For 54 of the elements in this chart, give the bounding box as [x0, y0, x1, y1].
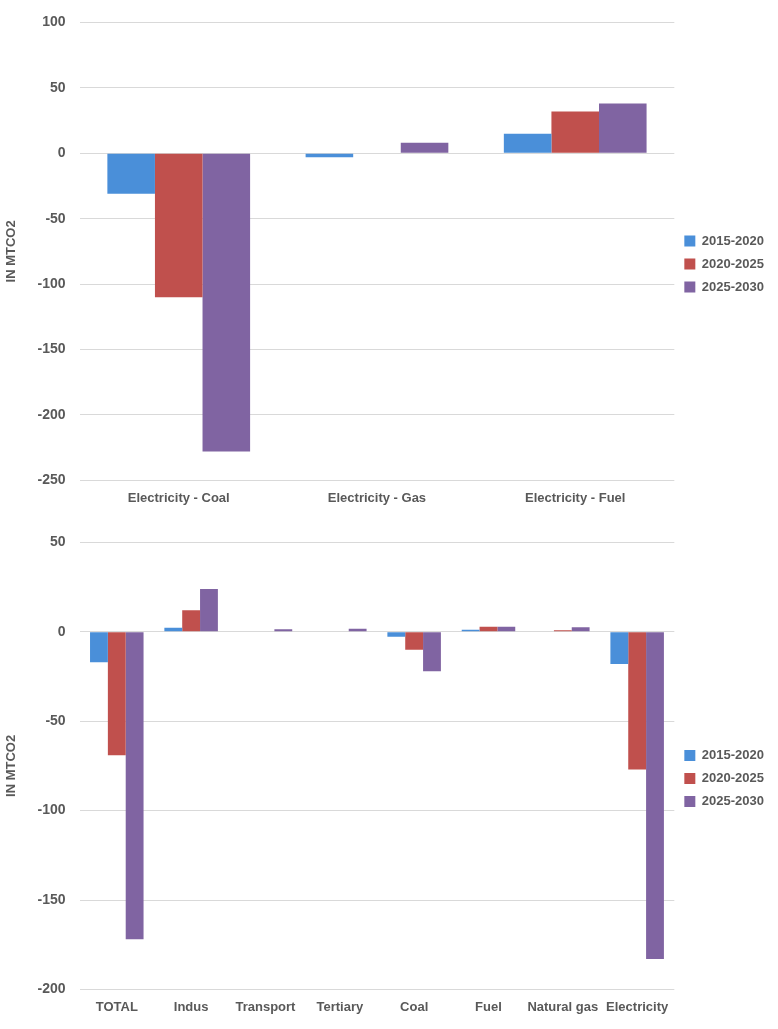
x-tick-label: Electricity - Fuel [525, 489, 626, 505]
x-tick-label: Transport [235, 998, 297, 1014]
bar [107, 153, 155, 194]
y-tick-label: -50 [45, 209, 66, 226]
y-axis-title: IN MTCO2 [3, 220, 19, 283]
x-tick-label: Natural gas [527, 998, 599, 1014]
legend-label: 2020-2025 [701, 255, 764, 271]
y-tick-label: -50 [45, 712, 66, 729]
y-tick-label: -150 [37, 340, 66, 357]
bar [202, 153, 251, 452]
y-tick-label: -100 [37, 274, 66, 291]
x-tick-label: Electricity [606, 998, 669, 1014]
x-tick-label: TOTAL [95, 998, 138, 1014]
bar [610, 632, 629, 664]
y-tick-label: -200 [37, 980, 66, 997]
y-tick-label: 0 [57, 144, 66, 161]
bar [182, 610, 201, 632]
bar [387, 632, 406, 637]
bar [551, 111, 599, 153]
bar [628, 632, 647, 770]
x-tick-label: Electricity - Gas [327, 489, 427, 505]
bar [405, 632, 424, 650]
legend-label: 2020-2025 [701, 770, 764, 786]
bar [503, 133, 552, 153]
bar [125, 632, 144, 940]
bar [90, 632, 108, 663]
y-tick-label: 50 [50, 78, 66, 95]
bar [200, 588, 218, 632]
y-tick-label: -100 [37, 801, 66, 818]
x-tick-label: Coal [400, 998, 429, 1014]
bar [154, 153, 203, 298]
y-tick-label: 0 [57, 622, 66, 639]
x-tick-label: Fuel [475, 998, 502, 1014]
x-tick-label: Electricity - Coal [127, 489, 230, 505]
legend-label: 2025-2030 [701, 278, 764, 294]
bar [423, 632, 441, 672]
bar [571, 627, 590, 632]
x-tick-label: Indus [173, 998, 209, 1014]
y-tick-label: -200 [37, 405, 66, 422]
bar [599, 103, 647, 153]
legend-label: 2015-2020 [701, 747, 764, 763]
legend-label: 2015-2020 [701, 232, 764, 248]
bar [646, 632, 664, 959]
y-tick-label: 50 [50, 533, 66, 550]
bar [107, 632, 126, 756]
bar [400, 142, 449, 153]
x-tick-label: Tertiary [316, 998, 364, 1014]
y-tick-label: 100 [42, 13, 66, 30]
bar [497, 626, 516, 632]
y-tick-label: -250 [37, 471, 66, 488]
y-axis-title: IN MTCO2 [3, 734, 19, 797]
bar [274, 629, 293, 632]
legend-label: 2025-2030 [701, 793, 764, 809]
y-tick-label: -150 [37, 890, 66, 907]
